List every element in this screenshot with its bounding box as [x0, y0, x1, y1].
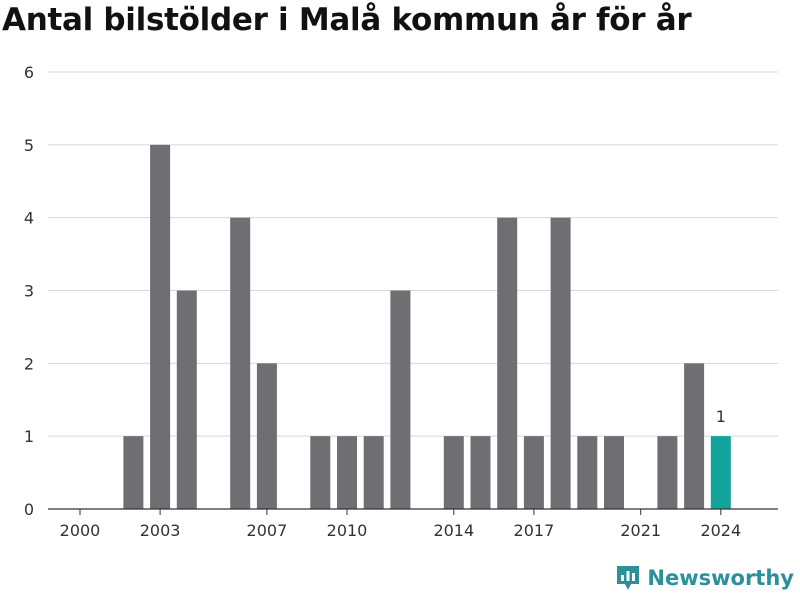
bar-2009	[310, 436, 331, 509]
x-tick-label: 2021	[620, 521, 661, 540]
bar-2016	[497, 217, 518, 509]
bar-2003	[150, 144, 171, 510]
x-tick-label: 2017	[514, 521, 555, 540]
x-tick-label: 2003	[140, 521, 181, 540]
brand-name: Newsworthy	[647, 566, 794, 590]
bar-2020	[604, 436, 624, 509]
data-label-2024: 1	[716, 407, 726, 426]
x-tick-label: 2014	[433, 521, 474, 540]
bar-2022	[657, 436, 678, 509]
bar-2007	[256, 363, 277, 509]
bar-2023	[684, 363, 705, 509]
bar-2004	[176, 290, 197, 509]
x-tick-label: 2007	[247, 521, 288, 540]
bar-2018	[550, 217, 571, 509]
x-tick-label: 2024	[700, 521, 741, 540]
bar-chart-logo-icon	[617, 566, 640, 590]
y-tick-label: 6	[24, 63, 34, 82]
bar-2006	[230, 217, 251, 509]
y-tick-label: 5	[24, 136, 34, 155]
y-tick-label: 4	[24, 209, 34, 228]
bar-2017	[523, 436, 544, 509]
bar-2015	[470, 436, 491, 509]
y-tick-label: 3	[24, 282, 34, 301]
y-tick-label: 1	[24, 427, 34, 446]
bar-2012	[390, 290, 411, 509]
y-tick-label: 2	[24, 354, 34, 373]
y-tick-label: 0	[24, 500, 34, 519]
chart-title: Antal bilstölder i Malå kommun år för år	[2, 2, 692, 38]
x-tick-label: 2010	[327, 521, 368, 540]
bar-2002	[123, 436, 144, 509]
bar-2011	[363, 436, 384, 509]
bar-2019	[577, 436, 598, 509]
bar-2024	[710, 436, 731, 509]
x-tick-label: 2000	[60, 521, 101, 540]
bar-2014	[443, 436, 464, 509]
bar-2010	[337, 436, 357, 509]
brand-logo: Newsworthy	[615, 564, 794, 592]
